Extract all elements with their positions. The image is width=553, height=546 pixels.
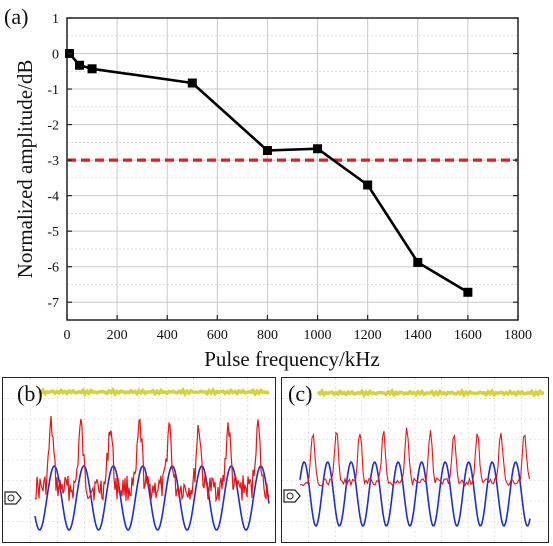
scope-b-traces	[3, 378, 275, 542]
x-tick-label: 1800	[504, 328, 532, 343]
ground-marker-ring	[286, 492, 294, 500]
data-point	[87, 64, 97, 74]
red-trace	[299, 427, 531, 488]
y-tick-label: 0	[52, 48, 59, 63]
main-chart: (a) 0 200 400 600 800 1000 1200 1400 1600 1800 1 0…	[4, 4, 532, 371]
y-tick-label: -3	[47, 154, 59, 169]
x-tick-label: 0	[64, 328, 71, 343]
data-point	[363, 180, 373, 190]
x-tick-label: 1000	[304, 328, 332, 343]
x-tick-label: 200	[107, 328, 128, 343]
series-group	[65, 49, 473, 297]
x-tick-label: 600	[207, 328, 228, 343]
oscilloscope-panel-c: (c)	[281, 377, 549, 543]
red-trace	[34, 415, 270, 503]
data-point	[262, 146, 272, 156]
y-tick-label: -6	[47, 261, 59, 276]
scope-c-traces	[282, 378, 548, 542]
plot-frame	[66, 17, 519, 321]
blue-trace	[34, 465, 270, 531]
x-axis-label: Pulse frequency/kHz	[204, 347, 380, 371]
y-tick-label: -5	[47, 225, 59, 240]
data-point	[313, 144, 323, 154]
x-tick-label: 1200	[354, 328, 382, 343]
oscilloscope-panel-b: (b)	[2, 377, 276, 543]
data-point	[187, 78, 197, 88]
y-tick-label: -7	[47, 296, 59, 311]
data-point	[413, 257, 423, 267]
panel-label-c: (c)	[288, 381, 313, 406]
yellow-trace	[316, 387, 545, 399]
x-tick-label: 400	[157, 328, 178, 343]
data-point	[75, 60, 85, 70]
yellow-trace	[37, 386, 270, 398]
panel-label-b: (b)	[17, 381, 43, 406]
blue-trace	[299, 460, 531, 528]
ground-marker-icon	[4, 491, 22, 505]
y-axis-label: Normalized amplitude/dB	[13, 60, 37, 279]
y-tick-label: -4	[47, 190, 59, 205]
x-tick-label: 800	[257, 328, 278, 343]
y-tick-label: -1	[47, 83, 59, 98]
y-tick-label: -2	[47, 119, 59, 134]
x-tick-label: 1400	[404, 328, 432, 343]
data-point	[463, 287, 473, 297]
ground-marker-icon	[283, 489, 301, 503]
panel-label-a: (a)	[4, 4, 28, 29]
y-tick-labels: 1 0 -1 -2 -3 -4 -5 -6 -7	[47, 12, 518, 311]
x-tick-label: 1600	[454, 328, 482, 343]
ground-marker-ring	[7, 494, 15, 502]
x-tick-labels: 0 200 400 600 800 1000 1200 1400 1600 1800	[64, 315, 532, 343]
y-tick-label: 1	[52, 12, 59, 27]
grid	[67, 17, 518, 320]
